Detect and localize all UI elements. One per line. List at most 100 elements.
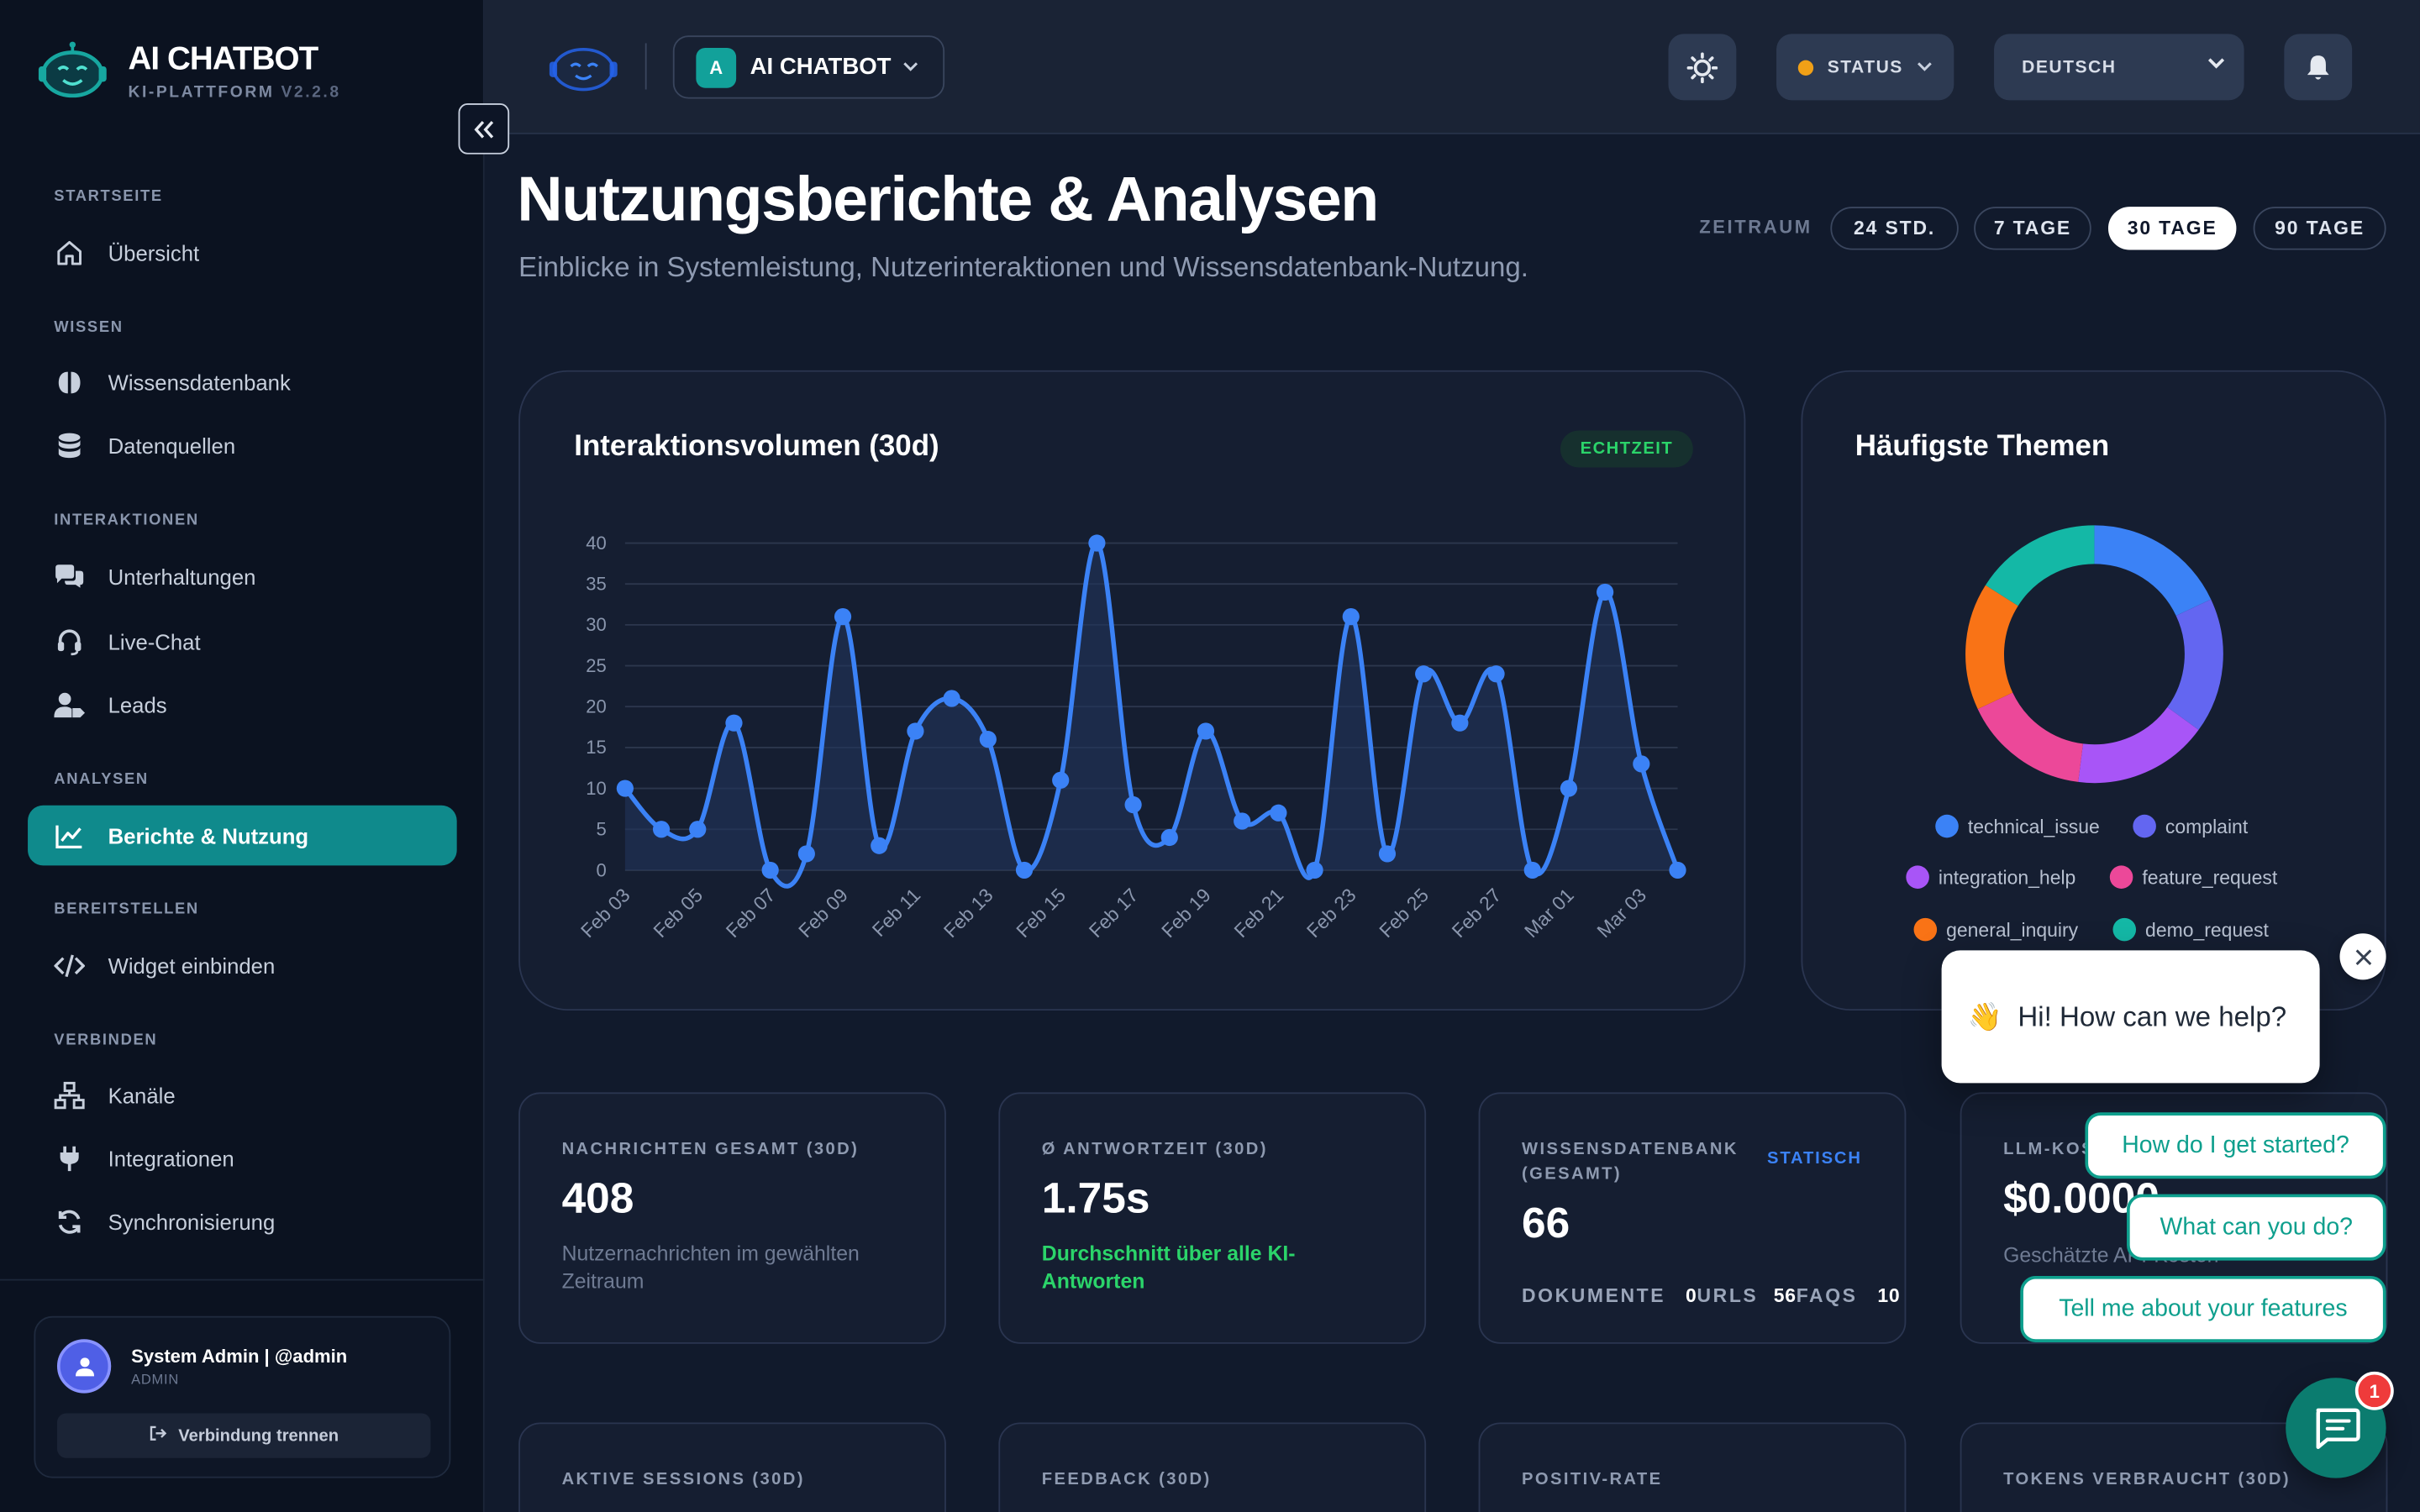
legend-item[interactable]: feature_request <box>2109 865 2277 889</box>
stat-card-messages: NACHRICHTEN GESAMT (30D) 408 Nutzernachr… <box>518 1092 946 1344</box>
sign-out-icon <box>149 1425 166 1446</box>
stat-label: POSITIV-RATE <box>1522 1470 1663 1489</box>
legend-item[interactable]: integration_help <box>1906 865 2075 889</box>
robot-logo-icon <box>38 41 107 98</box>
notifications-button[interactable] <box>2284 34 2353 101</box>
chat-greeting-bubble[interactable]: 👋 Hi! How can we help? <box>1941 950 2320 1084</box>
chat-greeting-text: Hi! How can we help? <box>2018 1000 2287 1032</box>
collapse-sidebar-button[interactable] <box>458 103 510 155</box>
user-card: System Admin | @admin ADMIN Verbindung t… <box>34 1315 451 1478</box>
page-subtitle: Einblicke in Systemleistung, Nutzerinter… <box>518 251 1529 283</box>
app-subtitle: KI-PLATTFORM <box>128 82 275 102</box>
sidebar-item-leads[interactable]: Leads <box>28 675 457 735</box>
sidebar-item-live-chat[interactable]: Live-Chat <box>28 611 457 671</box>
brand[interactable]: AI CHATBOT KI-PLATTFORM V2.2.8 <box>37 40 341 102</box>
data-point <box>1560 780 1578 797</box>
sun-icon <box>1686 51 1718 83</box>
data-point <box>1270 804 1287 822</box>
sidebar-item-integrations[interactable]: Integrationen <box>28 1128 457 1189</box>
sidebar-item-sync[interactable]: Synchronisierung <box>28 1191 457 1252</box>
donut-slice[interactable] <box>2166 599 2223 730</box>
legend-swatch <box>2109 865 2133 889</box>
range-7d-button[interactable]: 7 TAGE <box>1974 207 2091 250</box>
chat-close-button[interactable] <box>2339 933 2386 980</box>
status-dropdown[interactable]: STATUS <box>1776 34 1954 101</box>
y-tick-label: 5 <box>597 819 607 840</box>
app-title: AI CHATBOT <box>128 40 318 76</box>
x-tick-label: Feb 09 <box>794 884 852 942</box>
sidebar-item-label: Übersicht <box>108 239 200 265</box>
stat-description: Durchschnitt über alle KI-Antworten <box>1041 1242 1296 1294</box>
divider <box>0 1278 485 1281</box>
x-tick-label: Feb 21 <box>1229 884 1287 942</box>
sidebar-item-reports[interactable]: Berichte & Nutzung <box>28 805 457 866</box>
avatar[interactable] <box>56 1339 112 1394</box>
sidebar-item-channels[interactable]: Kanäle <box>28 1064 457 1125</box>
sidebar-item-label: Live-Chat <box>108 628 201 654</box>
range-label: ZEITRAUM <box>1699 216 1812 238</box>
plug-icon <box>54 1142 85 1173</box>
stat-card-sessions: AKTIVE SESSIONS (30D) <box>518 1422 946 1512</box>
close-icon <box>2354 948 2371 965</box>
range-30d-button[interactable]: 30 TAGE <box>2107 207 2237 250</box>
theme-toggle-button[interactable] <box>1668 34 1737 101</box>
sidebar-item-knowledge-base[interactable]: Wissensdatenbank <box>28 352 457 412</box>
data-point <box>1124 795 1142 814</box>
data-point <box>797 845 815 863</box>
urls-label: URLS <box>1697 1284 1759 1307</box>
chat-icon <box>2315 1407 2360 1449</box>
sidebar-item-label: Unterhaltungen <box>108 564 256 589</box>
topics-title: Häufigste Themen <box>1854 430 2110 464</box>
stat-description: Nutzernachrichten im gewählten Zeitraum <box>561 1242 860 1294</box>
legend-item[interactable]: general_inquiry <box>1913 917 2078 942</box>
legend-swatch <box>2133 814 2156 838</box>
wave-emoji: 👋 <box>1967 1000 2003 1032</box>
chart-line-icon <box>54 820 85 851</box>
range-24h-button[interactable]: 24 STD. <box>1830 207 1959 250</box>
chart-title: Interaktionsvolumen (30d) <box>574 430 939 464</box>
bot-name: AI CHATBOT <box>750 54 892 81</box>
realtime-badge: ECHTZEIT <box>1560 430 1693 468</box>
stat-label: FEEDBACK (30D) <box>1041 1470 1212 1489</box>
donut-slice[interactable] <box>1985 525 2096 606</box>
bot-badge: A <box>696 47 737 87</box>
data-point <box>1487 665 1505 683</box>
divider <box>644 43 647 90</box>
user-name: System Admin | @admin <box>131 1345 348 1368</box>
legend-item[interactable]: complaint <box>2133 814 2248 838</box>
bot-selector[interactable]: A AI CHATBOT <box>672 35 945 99</box>
topics-donut-chart <box>1965 525 2223 784</box>
faqs-count: 10 <box>1877 1284 1901 1307</box>
quick-reply-button[interactable]: What can you do? <box>2127 1194 2386 1261</box>
donut-slice[interactable] <box>2078 706 2199 784</box>
y-tick-label: 15 <box>586 737 607 758</box>
sidebar-item-embed-widget[interactable]: Widget einbinden <box>28 935 457 995</box>
donut-slice[interactable] <box>2093 525 2212 617</box>
legend-item[interactable]: technical_issue <box>1935 814 2100 838</box>
bell-icon <box>2307 55 2329 79</box>
code-icon <box>54 950 86 981</box>
donut-slice[interactable] <box>1977 691 2084 782</box>
legend-item[interactable]: demo_request <box>2112 917 2269 942</box>
chevron-down-icon <box>904 62 918 71</box>
sidebar-item-overview[interactable]: Übersicht <box>28 222 457 282</box>
sidebar-item-conversations[interactable]: Unterhaltungen <box>28 546 457 606</box>
double-chevron-left-icon <box>473 120 493 138</box>
chevron-down-icon <box>1918 62 1932 71</box>
section-interaktionen: INTERAKTIONEN <box>54 512 199 529</box>
y-tick-label: 30 <box>586 614 607 635</box>
sidebar-item-data-sources[interactable]: Datenquellen <box>28 415 457 475</box>
range-90d-button[interactable]: 90 TAGE <box>2253 207 2386 250</box>
section-bereitstellen: BEREITSTELLEN <box>54 900 199 918</box>
series-area <box>624 543 1678 887</box>
y-tick-label: 0 <box>597 859 607 880</box>
data-point <box>689 821 707 838</box>
x-tick-label: Feb 19 <box>1157 884 1215 942</box>
disconnect-button[interactable]: Verbindung trennen <box>56 1413 431 1458</box>
section-wissen: WISSEN <box>54 319 124 337</box>
donut-slice[interactable] <box>1965 585 2019 710</box>
quick-reply-button[interactable]: How do I get started? <box>2085 1112 2386 1179</box>
quick-reply-button[interactable]: Tell me about your features <box>2020 1275 2386 1342</box>
x-tick-label: Feb 23 <box>1302 884 1360 942</box>
language-select[interactable]: DEUTSCH <box>1994 34 2244 101</box>
